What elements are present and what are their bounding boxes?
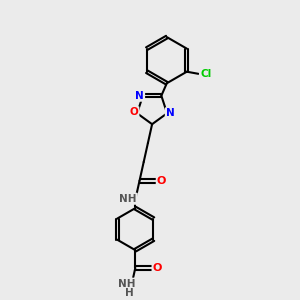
Text: N: N [166,108,175,118]
Text: O: O [130,107,138,117]
Text: Cl: Cl [200,69,211,79]
Text: O: O [153,263,162,273]
Text: H: H [125,288,134,298]
Text: NH: NH [119,194,137,204]
Text: O: O [157,176,166,186]
Text: N: N [135,91,144,101]
Text: NH: NH [118,279,136,289]
